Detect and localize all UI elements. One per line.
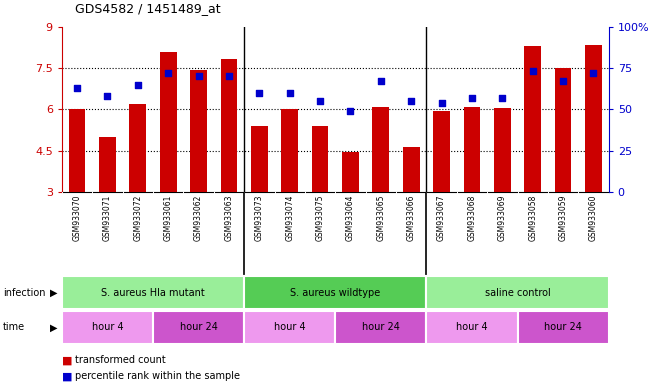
Bar [190, 70, 207, 192]
Point [193, 73, 204, 79]
Point [345, 108, 355, 114]
Text: GSM933067: GSM933067 [437, 194, 446, 241]
Bar [69, 109, 85, 192]
Bar [244, 311, 335, 344]
Text: GSM933059: GSM933059 [559, 194, 568, 241]
Text: saline control: saline control [485, 288, 550, 298]
Text: GSM933070: GSM933070 [72, 194, 81, 241]
Text: ▶: ▶ [50, 322, 58, 333]
Point [163, 70, 173, 76]
Text: transformed count: transformed count [75, 355, 165, 365]
Text: GSM933061: GSM933061 [163, 194, 173, 241]
Bar [130, 104, 146, 192]
Text: GSM933072: GSM933072 [133, 194, 143, 241]
Text: S. aureus wildtype: S. aureus wildtype [290, 288, 380, 298]
Text: GDS4582 / 1451489_at: GDS4582 / 1451489_at [75, 2, 221, 15]
Text: GSM933075: GSM933075 [316, 194, 325, 241]
Bar [426, 276, 609, 309]
Bar [244, 276, 426, 309]
Text: GSM933065: GSM933065 [376, 194, 385, 241]
Bar [99, 137, 116, 192]
Bar [342, 152, 359, 192]
Bar [281, 109, 298, 192]
Point [72, 85, 82, 91]
Point [102, 93, 113, 99]
Text: GSM933068: GSM933068 [467, 194, 477, 241]
Text: infection: infection [3, 288, 46, 298]
Point [527, 68, 538, 74]
Text: S. aureus Hla mutant: S. aureus Hla mutant [101, 288, 205, 298]
Bar [372, 107, 389, 192]
Bar [251, 126, 268, 192]
Text: GSM933074: GSM933074 [285, 194, 294, 241]
Text: hour 4: hour 4 [274, 322, 305, 333]
Point [254, 90, 264, 96]
Text: GSM933064: GSM933064 [346, 194, 355, 241]
Point [467, 95, 477, 101]
Bar [403, 147, 419, 192]
Text: hour 24: hour 24 [180, 322, 217, 333]
Text: GSM933071: GSM933071 [103, 194, 112, 241]
Bar [335, 311, 426, 344]
Text: time: time [3, 322, 25, 333]
Bar [62, 311, 153, 344]
Text: hour 4: hour 4 [456, 322, 488, 333]
Bar [585, 45, 602, 192]
Point [224, 73, 234, 79]
Point [436, 100, 447, 106]
Bar [221, 58, 237, 192]
Point [133, 82, 143, 88]
Point [497, 95, 508, 101]
Text: hour 24: hour 24 [544, 322, 582, 333]
Text: ▶: ▶ [50, 288, 58, 298]
Text: hour 4: hour 4 [92, 322, 123, 333]
Bar [525, 46, 541, 192]
Point [589, 70, 599, 76]
Text: GSM933060: GSM933060 [589, 194, 598, 241]
Bar [464, 107, 480, 192]
Point [406, 98, 417, 104]
Text: GSM933063: GSM933063 [225, 194, 234, 241]
Point [558, 78, 568, 84]
Text: GSM933062: GSM933062 [194, 194, 203, 241]
Text: GSM933069: GSM933069 [498, 194, 507, 241]
Point [284, 90, 295, 96]
Text: GSM933073: GSM933073 [255, 194, 264, 241]
Text: ■: ■ [62, 355, 72, 365]
Text: GSM933058: GSM933058 [528, 194, 537, 241]
Bar [312, 126, 329, 192]
Text: hour 24: hour 24 [362, 322, 400, 333]
Bar [426, 311, 518, 344]
Bar [555, 68, 572, 192]
Bar [62, 276, 244, 309]
Bar [494, 108, 510, 192]
Bar [518, 311, 609, 344]
Point [376, 78, 386, 84]
Bar [434, 111, 450, 192]
Point [315, 98, 326, 104]
Bar [153, 311, 244, 344]
Text: percentile rank within the sample: percentile rank within the sample [75, 371, 240, 381]
Text: GSM933066: GSM933066 [407, 194, 416, 241]
Text: ■: ■ [62, 371, 72, 381]
Bar [159, 52, 176, 192]
